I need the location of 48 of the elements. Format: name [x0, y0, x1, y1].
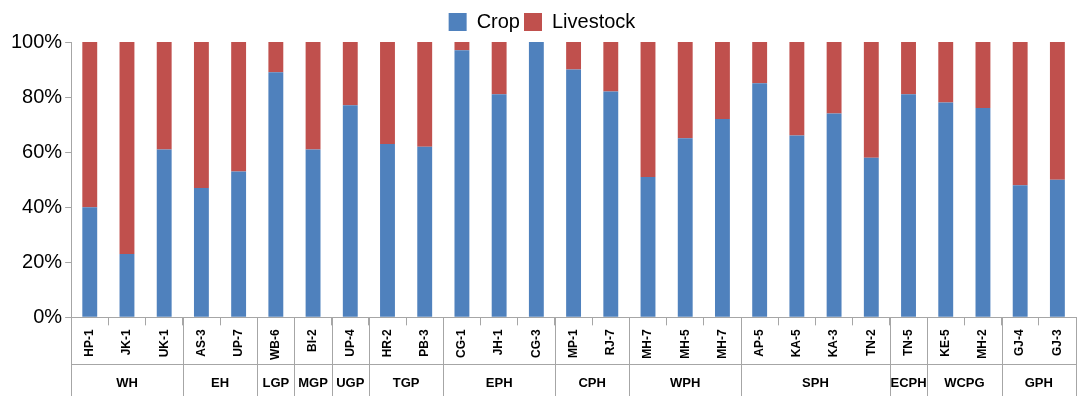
text: WH [116, 374, 138, 390]
y-tick-label: 60% [22, 139, 63, 162]
x-tick-label: MH-7 [714, 329, 729, 359]
x-tick-label: JK-1 [119, 329, 134, 356]
text: EH [210, 374, 230, 390]
y-tick-label: 80% [22, 84, 63, 107]
text: MGP [298, 374, 329, 390]
text: SPH [802, 374, 829, 390]
x-tick-label: JH-1 [491, 329, 506, 356]
text: WCPG [944, 374, 985, 390]
x-tick-label: WB-6 [268, 329, 283, 361]
text: EPH [485, 374, 513, 390]
text: CPH [578, 374, 606, 390]
x-tick-label: HR-2 [379, 329, 394, 358]
x-tick-label: CG-1 [454, 329, 469, 359]
x-tick-label: HP-1 [82, 329, 97, 357]
x-tick-label: TN-5 [900, 329, 915, 357]
text: ECPH [890, 374, 927, 390]
x-tick-label: GJ-4 [1012, 329, 1027, 357]
x-tick-label: CG-3 [528, 329, 543, 359]
x-tick-label: UP-7 [230, 329, 245, 357]
x-tick-label: MH-5 [677, 329, 692, 359]
text: GPH [1024, 374, 1053, 390]
text: TGP [392, 374, 420, 390]
x-tick-label: MP-1 [565, 329, 580, 359]
text: LGP [262, 374, 290, 390]
y-tick-label: 20% [22, 249, 63, 272]
x-tick-label: UP-4 [342, 329, 357, 357]
legend-label: Crop [476, 9, 520, 32]
text: UGP [336, 374, 365, 390]
x-tick-label: KA-3 [826, 329, 841, 358]
x-tick-label: TN-2 [863, 329, 878, 357]
x-tick-label: KE-5 [938, 329, 953, 357]
x-tick-label: KA-5 [789, 329, 804, 358]
x-tick-label: BI-2 [305, 329, 320, 353]
x-tick-label: PB-3 [417, 329, 432, 357]
x-tick-label: MH-2 [975, 329, 990, 359]
x-tick-label: AP-5 [751, 329, 766, 357]
x-tick-label: RJ-7 [603, 329, 618, 356]
x-tick-label: AS-3 [193, 329, 208, 357]
x-tick-label: GJ-3 [1049, 329, 1064, 357]
x-tick-label: MH-7 [640, 329, 655, 359]
legend-label: Livestock [551, 9, 637, 32]
y-tick-label: 100% [11, 29, 63, 52]
y-tick-label: 40% [22, 194, 63, 217]
y-tick-label: 0% [33, 304, 63, 327]
x-tick-label: UK-1 [156, 329, 171, 358]
text: WPH [670, 374, 701, 390]
